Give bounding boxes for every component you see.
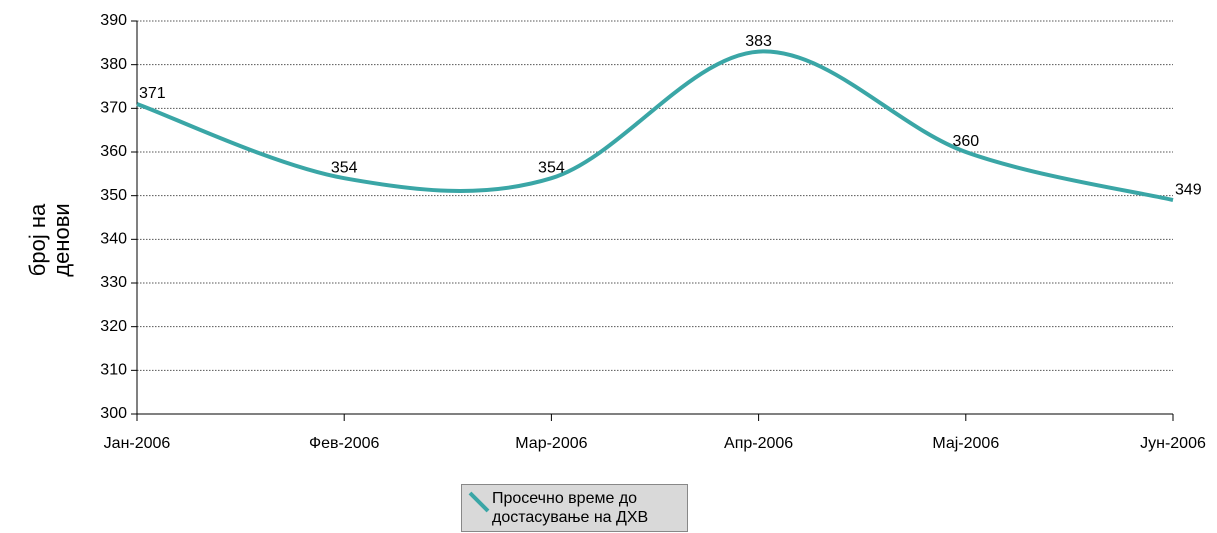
y-tick-label: 390	[100, 12, 127, 29]
x-tick-label: Мар-2006	[515, 435, 587, 452]
line	[136, 49, 1174, 202]
data-label: 360	[952, 133, 979, 150]
x-tick-label: Јун-2006	[1140, 435, 1206, 452]
y-axis-label: број на денови	[25, 203, 74, 277]
legend-label: Просечно време до достасување на ДХВ	[492, 490, 649, 526]
y-tick-label: 320	[100, 318, 127, 335]
x-tick-label: Апр-2006	[724, 435, 793, 452]
y-tick-label: 370	[100, 100, 127, 117]
data-label: 383	[745, 33, 772, 50]
data-label: 354	[331, 159, 358, 176]
legend: Просечно време до достасување на ДХВ	[461, 484, 688, 532]
x-tick-label: Јан-2006	[104, 435, 171, 452]
y-tick-label: 300	[100, 405, 127, 422]
x-tick-label: Мај-2006	[932, 435, 999, 452]
y-tick-label: 310	[100, 362, 127, 379]
y-tick-label: 330	[100, 274, 127, 291]
plot: 300 310 320 330 340 350 360 370 380 390 Јан-2006 Фе…	[100, 12, 1206, 452]
legend-swatch	[468, 491, 490, 513]
x-tick-label: Фев-2006	[309, 435, 380, 452]
y-tick-label: 380	[100, 56, 127, 73]
y-tick-label: 360	[100, 143, 127, 160]
y-tick-label: 340	[100, 231, 127, 248]
data-label: 349	[1175, 181, 1202, 198]
y-tick-label: 350	[100, 187, 127, 204]
data-label: 354	[538, 159, 565, 176]
data-label: 371	[139, 85, 166, 102]
